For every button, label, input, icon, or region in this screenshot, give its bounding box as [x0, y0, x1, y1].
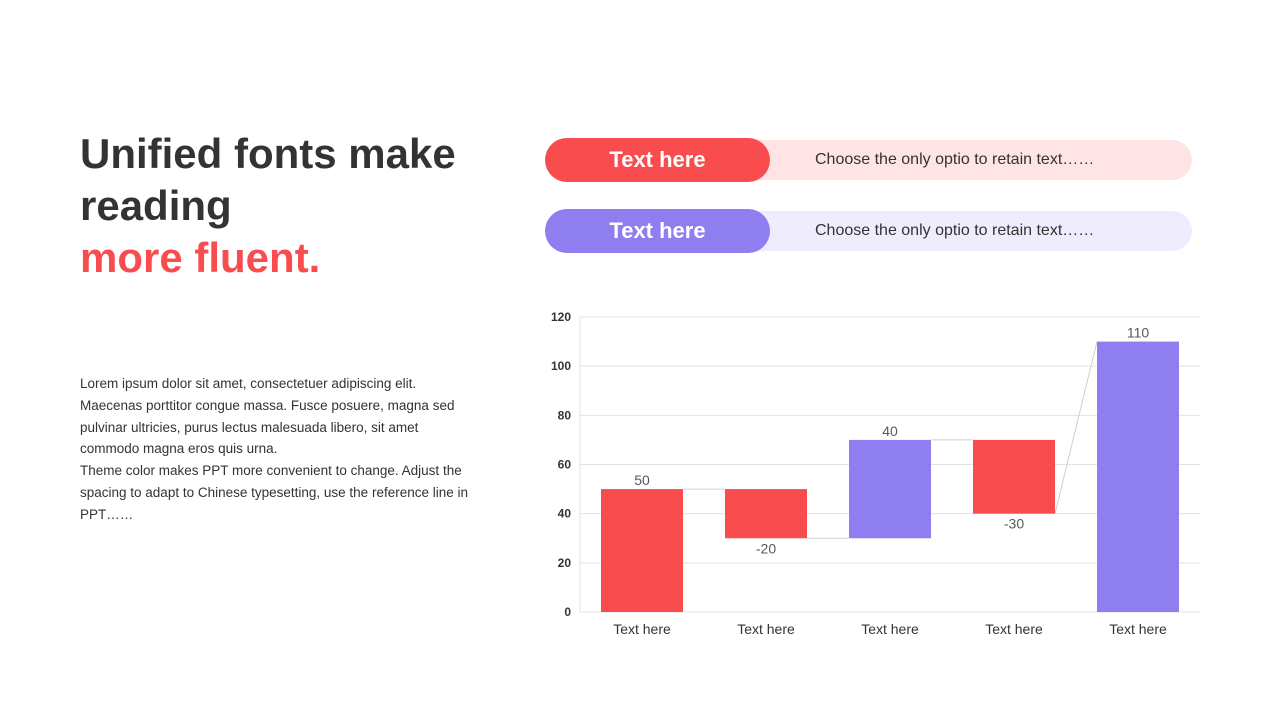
pill-description-1: Choose the only optio to retain text……: [815, 151, 1095, 168]
data-label: 50: [634, 472, 650, 488]
y-tick-label: 120: [551, 310, 571, 324]
category-label: Text here: [861, 621, 919, 637]
pill-label-2: Text here: [545, 209, 770, 253]
data-label: -30: [1004, 516, 1024, 532]
waterfall-chart-svg: 0 20 40 60 80 100 120 50 Text here -20 Text here 40…: [551, 310, 1200, 637]
category-label: Text here: [613, 621, 671, 637]
headline-accent-line: more fluent.: [80, 234, 321, 281]
y-tick-label: 80: [558, 408, 572, 422]
y-tick-label: 100: [551, 359, 571, 373]
pill-row-1: Text here Choose the only optio to retai…: [545, 138, 1192, 182]
pill-description-2: Choose the only optio to retain text……: [815, 222, 1095, 239]
pill-label-1: Text here: [545, 138, 770, 182]
headline: Unified fonts make reading more fluent.: [80, 128, 510, 284]
waterfall-chart: 0 20 40 60 80 100 120 50 Text here -20 Text here 40…: [540, 300, 1210, 655]
category-label: Text here: [1109, 621, 1167, 637]
body-text: Lorem ipsum dolor sit amet, consectetuer…: [80, 373, 480, 526]
waterfall-bar: [725, 489, 807, 539]
waterfall-bar: [1097, 341, 1179, 612]
headline-line-2: reading: [80, 182, 232, 229]
body-paragraph-1: Lorem ipsum dolor sit amet, consectetuer…: [80, 376, 455, 457]
category-label: Text here: [985, 621, 1043, 637]
data-label: -20: [756, 540, 776, 556]
connector-line: [1054, 341, 1098, 514]
body-paragraph-2: Theme color makes PPT more convenient to…: [80, 463, 468, 522]
y-tick-label: 40: [558, 507, 572, 521]
data-label: 40: [882, 423, 898, 439]
waterfall-bar: [601, 489, 683, 612]
y-tick-label: 20: [558, 556, 572, 570]
data-label: 110: [1127, 325, 1150, 341]
waterfall-bar: [973, 439, 1055, 514]
pill-row-2: Text here Choose the only optio to retai…: [545, 209, 1192, 253]
y-tick-label: 60: [558, 458, 572, 472]
headline-line-1: Unified fonts make: [80, 130, 456, 177]
waterfall-bar: [849, 439, 931, 539]
y-tick-label: 0: [564, 605, 571, 619]
category-label: Text here: [737, 621, 795, 637]
